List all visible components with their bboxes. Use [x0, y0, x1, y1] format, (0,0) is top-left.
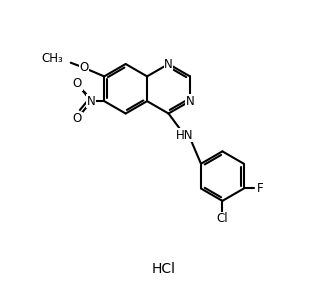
Text: O: O: [73, 112, 82, 125]
Text: N: N: [186, 95, 194, 108]
Text: Cl: Cl: [216, 213, 228, 225]
Text: HN: HN: [176, 129, 193, 142]
Text: N: N: [164, 58, 173, 71]
Text: F: F: [257, 182, 263, 195]
Text: HCl: HCl: [151, 262, 176, 276]
Text: N: N: [87, 95, 95, 108]
Text: CH₃: CH₃: [42, 52, 63, 65]
Text: O: O: [79, 61, 88, 74]
Text: O: O: [73, 77, 82, 90]
